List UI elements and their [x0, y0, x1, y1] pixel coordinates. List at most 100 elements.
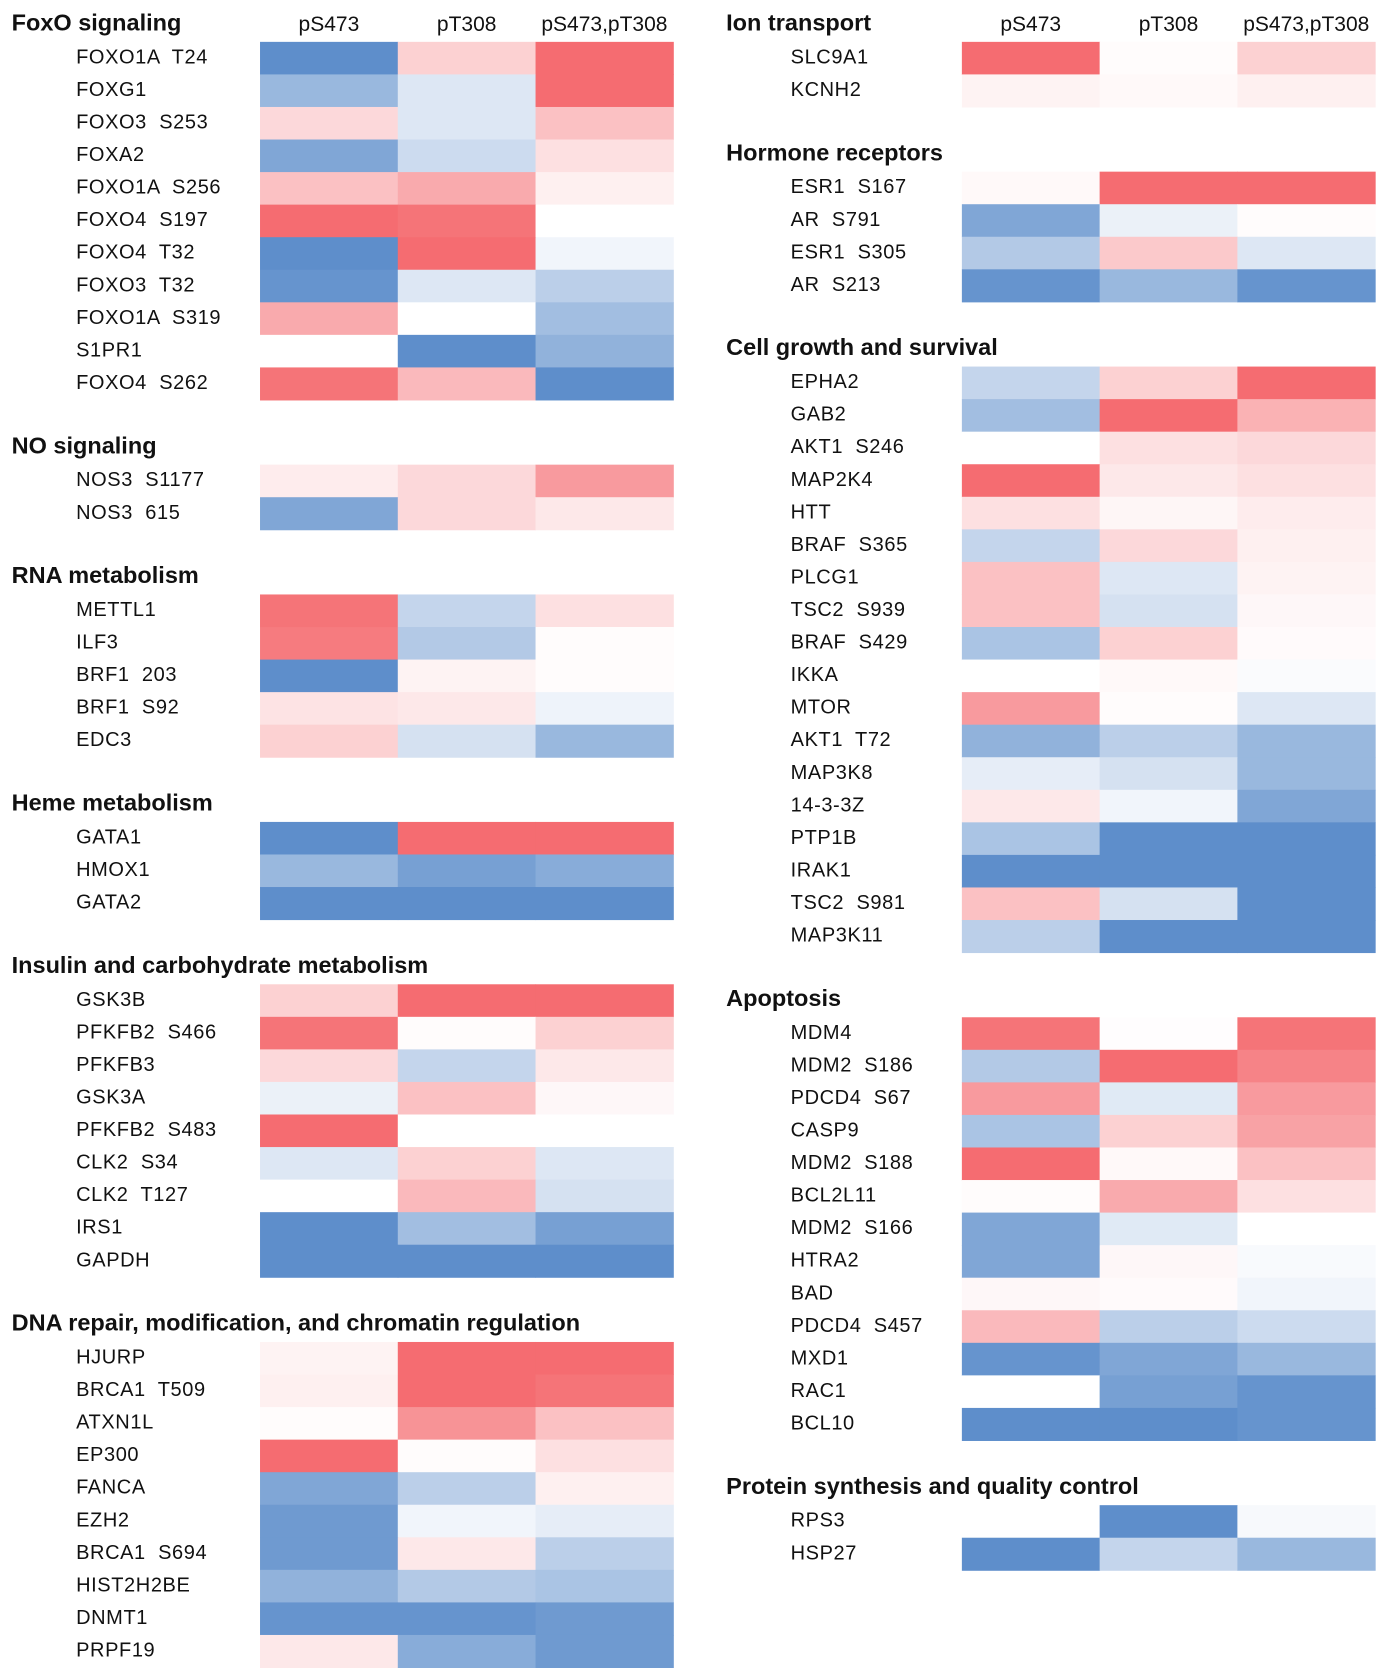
heat-cell [535, 1374, 674, 1408]
heat-cell [1237, 627, 1376, 661]
heat-cell [535, 204, 674, 238]
row-label: BRF1 S92 [76, 697, 179, 719]
heat-cell [1099, 1277, 1238, 1311]
row-label: MAP3K11 [791, 925, 884, 947]
heat-cell [961, 757, 1101, 791]
heat-cell [1237, 561, 1376, 595]
section-title: NO signaling [12, 432, 157, 458]
heat-cell [260, 594, 399, 628]
heat-cell [961, 399, 1101, 433]
heat-cell [1237, 204, 1376, 238]
heat-cell [260, 41, 399, 75]
heat-cell [535, 464, 674, 498]
row-label: MXD1 [791, 1347, 849, 1369]
heat-cell [260, 334, 399, 368]
heat-cell [397, 659, 537, 693]
heat-cell [535, 887, 674, 921]
row-label: GSK3A [76, 1087, 146, 1109]
heat-cell [260, 1374, 399, 1408]
heat-cell [961, 659, 1101, 693]
heat-cell [1099, 1310, 1238, 1344]
heat-cell [961, 920, 1101, 954]
section-title: FoxO signaling [12, 10, 182, 36]
row-label: HJURP [76, 1347, 146, 1369]
heat-cell [961, 366, 1101, 400]
heat-cell [397, 106, 537, 141]
row-label: PRPF19 [76, 1640, 155, 1662]
heat-cell [1099, 594, 1238, 628]
heat-cell [535, 74, 674, 108]
row-label: MDM2 S166 [791, 1217, 914, 1239]
heat-cell [1099, 1245, 1238, 1279]
row-label: CASP9 [791, 1119, 860, 1141]
heat-cell [397, 1407, 537, 1441]
heat-cell [535, 1439, 674, 1473]
heat-cell [1099, 822, 1238, 856]
section-title: Heme metabolism [12, 790, 213, 816]
section-title: Cell growth and survival [726, 334, 998, 360]
heat-cell [1237, 854, 1376, 888]
heat-cell [535, 106, 674, 141]
heat-cell [961, 854, 1101, 888]
heat-cell [1099, 1082, 1238, 1116]
heat-cell [961, 1049, 1101, 1083]
heat-cell [961, 236, 1101, 270]
row-label: GATA2 [76, 892, 142, 914]
heat-cell [1237, 529, 1376, 563]
heat-cell [961, 464, 1101, 498]
heat-cell [1237, 594, 1376, 628]
heat-cell [397, 1374, 537, 1408]
heat-cell [1099, 659, 1238, 693]
column-header: pT308 [1139, 13, 1199, 36]
row-label: EP300 [76, 1444, 139, 1466]
heat-cell [535, 1081, 674, 1116]
heat-cell [535, 1049, 674, 1083]
row-label: TSC2 S981 [791, 892, 906, 914]
row-label: BRCA1 T509 [76, 1379, 206, 1401]
heat-cell [961, 1375, 1101, 1409]
heat-cell [260, 1504, 399, 1538]
heat-cell [1099, 1505, 1238, 1539]
heat-cell [961, 1017, 1101, 1051]
section-title: DNA repair, modification, and chromatin … [12, 1310, 580, 1336]
heat-cell [961, 1082, 1101, 1116]
heat-cell [397, 1504, 537, 1538]
heat-cell [1099, 1407, 1238, 1441]
column-header: pS473,pT308 [541, 13, 667, 36]
heat-cell [260, 1114, 399, 1148]
row-label: FOXO1A S256 [76, 177, 221, 199]
heat-cell [1237, 1245, 1376, 1279]
row-label: BAD [791, 1282, 834, 1304]
heat-cell [535, 41, 674, 75]
row-label: PLCG1 [791, 566, 860, 588]
heat-cell [1237, 1375, 1376, 1409]
heat-cell [260, 1244, 399, 1278]
row-label: ILF3 [76, 632, 118, 654]
row-label: FOXO3 S253 [76, 112, 208, 134]
row-label: HTRA2 [791, 1250, 860, 1272]
row-label: FOXG1 [76, 79, 147, 101]
row-label: MAP2K4 [791, 469, 874, 491]
row-label: BRAF S429 [791, 632, 908, 654]
heat-cell [1099, 1017, 1238, 1051]
heat-cell [397, 1212, 537, 1246]
row-label: EZH2 [76, 1509, 130, 1531]
heat-cell [535, 1016, 674, 1050]
heat-cell [535, 594, 674, 628]
heat-cell [961, 561, 1101, 595]
row-label: NOS3 S1177 [76, 469, 205, 491]
heat-cell [260, 74, 399, 108]
heat-cell [961, 171, 1101, 205]
heat-cell [260, 1179, 399, 1213]
heat-cell [1237, 822, 1376, 856]
heat-cell [1237, 1147, 1376, 1181]
heat-cell [260, 367, 399, 401]
heat-cell [260, 659, 399, 693]
heat-cell [1237, 236, 1376, 270]
heat-cell [260, 106, 399, 141]
heat-cell [397, 1602, 537, 1636]
heat-cell [260, 1439, 399, 1473]
heat-cell [1099, 41, 1238, 75]
heat-cell [260, 1602, 399, 1636]
row-label: PDCD4 S67 [791, 1087, 912, 1109]
